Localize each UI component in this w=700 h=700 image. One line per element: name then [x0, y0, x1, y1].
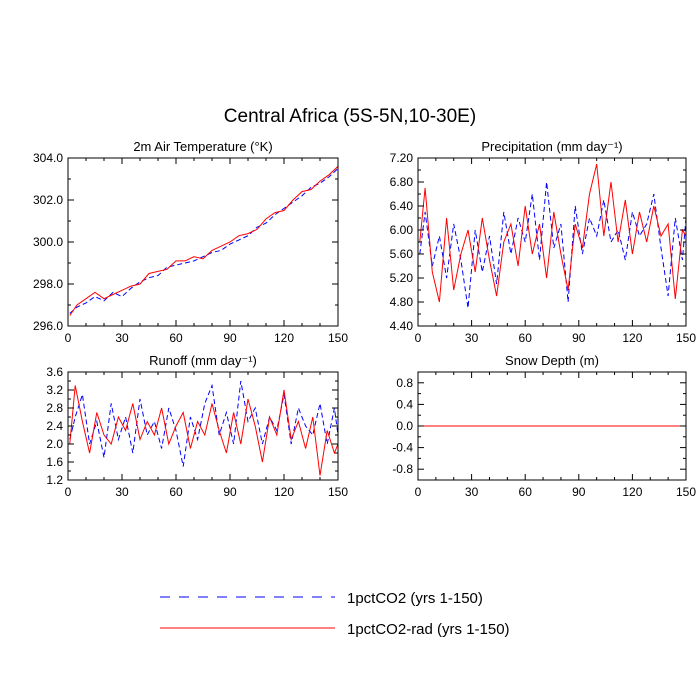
x-tick-label: 120 — [622, 485, 642, 499]
x-tick-label: 0 — [65, 485, 72, 499]
x-tick-label: 60 — [519, 331, 533, 345]
series-group — [69, 380, 338, 476]
y-tick-label: 5.60 — [390, 247, 414, 261]
y-tick-label: 2.4 — [46, 419, 63, 433]
x-tick-label: 90 — [223, 485, 237, 499]
panels: 2m Air Temperature (°K) 0 30 60 90 120 150 296.… — [33, 139, 696, 499]
panel-title: Snow Depth (m) — [505, 353, 599, 368]
series-line-1pctco2 — [419, 181, 686, 309]
x-tick-label: 0 — [415, 331, 422, 345]
x-tick-label: 60 — [519, 485, 533, 499]
panel-title: Runoff (mm day⁻¹) — [149, 353, 257, 368]
panel-4: Snow Depth (m) 0 30 60 90 120 150 -0.8 -0.4 0.0 0.… — [392, 353, 696, 499]
y-tick-label: 6.00 — [390, 223, 414, 237]
y-tick-label: 3.2 — [46, 383, 63, 397]
plot-frame — [417, 157, 687, 327]
legend: 1pctCO2 (yrs 1-150) 1pctCO2-rad (yrs 1-15… — [160, 590, 510, 638]
x-tick-label: 150 — [676, 331, 696, 345]
x-tick-label: 120 — [622, 331, 642, 345]
x-tick-label: 60 — [169, 331, 183, 345]
panel-3: Runoff (mm day⁻¹) 0 30 60 90 120 150 1.2 1.6 2.0 2… — [46, 353, 348, 499]
x-tick-label: 30 — [465, 485, 479, 499]
y-tick-label: 298.0 — [33, 277, 63, 291]
plot-frame — [67, 157, 339, 327]
panel-1: 2m Air Temperature (°K) 0 30 60 90 120 150 296.… — [33, 139, 348, 345]
y-tick-label: -0.4 — [392, 441, 413, 455]
x-tick-label: 120 — [274, 331, 294, 345]
y-tick-label: 4.80 — [390, 295, 414, 309]
y-tick-label: 0.0 — [396, 419, 413, 433]
x-tick-label: 30 — [465, 331, 479, 345]
series-group — [69, 166, 338, 316]
x-tick-label: 0 — [65, 331, 72, 345]
legend-label: 1pctCO2 (yrs 1-150) — [347, 590, 483, 607]
legend-label: 1pctCO2-rad (yrs 1-150) — [347, 621, 510, 638]
series-group — [419, 163, 686, 309]
series-line-1pctco2 — [69, 380, 338, 467]
figure-title: Central Africa (5S-5N,10-30E) — [224, 106, 476, 127]
y-tick-label: 7.20 — [390, 151, 414, 165]
y-tick-label: 3.6 — [46, 365, 63, 379]
y-tick-label: 1.2 — [46, 473, 63, 487]
y-tick-label: 296.0 — [33, 319, 63, 333]
x-tick-label: 90 — [223, 331, 237, 345]
y-tick-label: 2.8 — [46, 401, 63, 415]
y-tick-label: 304.0 — [33, 151, 63, 165]
y-tick-label: 1.6 — [46, 455, 63, 469]
x-tick-label: 150 — [676, 485, 696, 499]
panel-title: Precipitation (mm day⁻¹) — [481, 139, 622, 154]
y-tick-label: 302.0 — [33, 193, 63, 207]
panel-2: Precipitation (mm day⁻¹) 0 30 60 90 120 150 4.4… — [390, 139, 697, 345]
series-line-1pctco2-rad — [69, 385, 338, 476]
x-tick-label: 30 — [115, 485, 129, 499]
series-line-1pctco2 — [69, 168, 338, 314]
y-tick-label: 0.4 — [396, 397, 413, 411]
x-tick-label: 90 — [572, 485, 586, 499]
y-tick-label: 0.8 — [396, 376, 413, 390]
y-tick-label: 6.80 — [390, 175, 414, 189]
x-tick-label: 150 — [328, 485, 348, 499]
y-tick-label: 300.0 — [33, 235, 63, 249]
x-tick-label: 60 — [169, 485, 183, 499]
x-tick-label: 0 — [415, 485, 422, 499]
x-tick-label: 90 — [572, 331, 586, 345]
y-tick-label: 5.20 — [390, 271, 414, 285]
series-line-1pctco2-rad — [419, 163, 686, 303]
y-tick-label: 6.40 — [390, 199, 414, 213]
y-tick-label: 2.0 — [46, 437, 63, 451]
y-tick-label: 4.40 — [390, 319, 414, 333]
x-tick-label: 150 — [328, 331, 348, 345]
panel-title: 2m Air Temperature (°K) — [133, 139, 272, 154]
y-tick-label: -0.8 — [392, 462, 413, 476]
x-tick-label: 30 — [115, 331, 129, 345]
x-tick-label: 120 — [274, 485, 294, 499]
series-line-1pctco2-rad — [69, 166, 338, 316]
